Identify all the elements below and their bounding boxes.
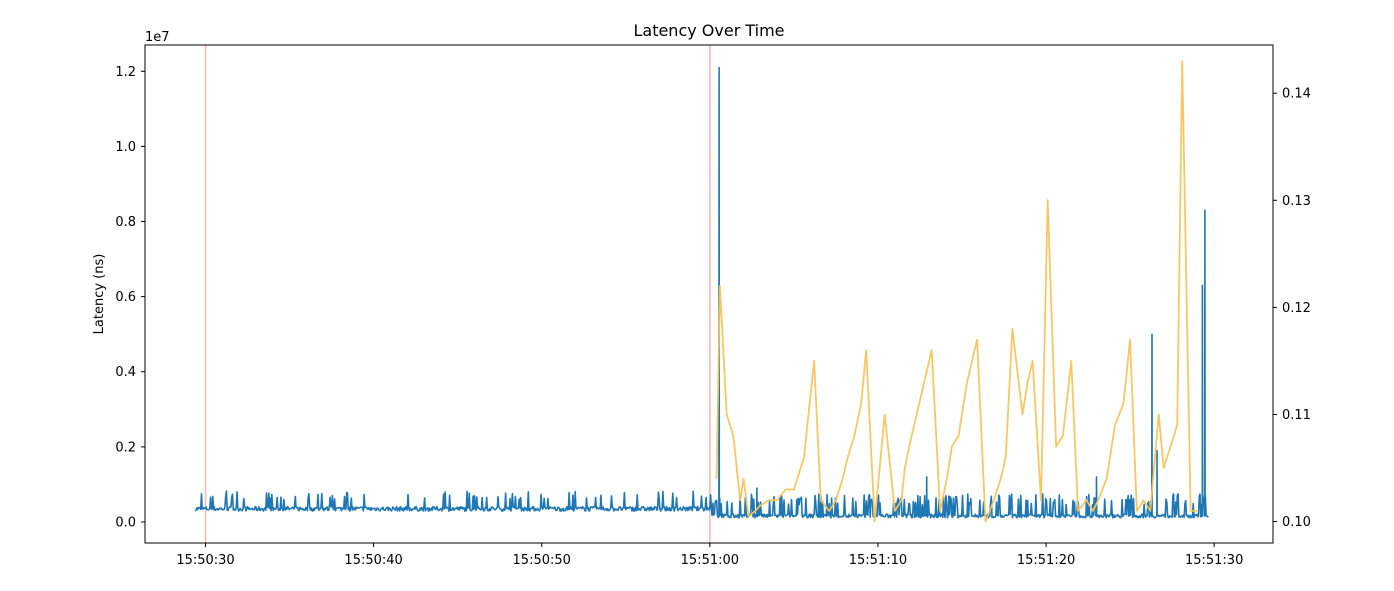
vertical-marker-lines bbox=[204, 45, 711, 543]
secondary-series bbox=[715, 60, 1198, 523]
x-tick-label: 15:51:10 bbox=[849, 553, 907, 568]
y-axis-left: 0.0 0.2 0.4 0.6 0.8 1.0 1.2 bbox=[115, 65, 145, 530]
latency-line bbox=[194, 66, 1209, 519]
x-tick-label: 15:51:00 bbox=[681, 553, 739, 568]
x-tick-label: 15:50:50 bbox=[513, 553, 571, 568]
y2-tick-label: 0.13 bbox=[1282, 194, 1311, 209]
x-tick-label: 15:50:30 bbox=[176, 553, 234, 568]
latency-series bbox=[194, 66, 1209, 519]
y-tick-label: 0.2 bbox=[115, 440, 136, 455]
secondary-line bbox=[715, 60, 1198, 523]
x-axis: 15:50:30 15:50:40 15:50:50 15:51:00 15:51:10… bbox=[176, 543, 1243, 568]
x-tick-label: 15:51:20 bbox=[1017, 553, 1075, 568]
y-axis-right: 0.10 0.11 0.12 0.13 0.14 bbox=[1273, 87, 1311, 530]
x-tick-label: 15:50:40 bbox=[344, 553, 402, 568]
plot-frame bbox=[144, 44, 1274, 544]
y-tick-label: 0.4 bbox=[115, 365, 136, 380]
y2-tick-label: 0.14 bbox=[1282, 87, 1311, 102]
y2-tick-label: 0.12 bbox=[1282, 301, 1311, 316]
y-axis-label: Latency (ns) bbox=[92, 254, 107, 335]
y2-tick-label: 0.10 bbox=[1282, 515, 1311, 530]
y-tick-label: 1.2 bbox=[115, 65, 136, 80]
y-tick-label: 0.0 bbox=[115, 515, 136, 530]
y-tick-label: 0.8 bbox=[115, 215, 136, 230]
y2-tick-label: 0.11 bbox=[1282, 408, 1311, 423]
chart-title: Latency Over Time bbox=[633, 21, 784, 40]
y-axis-offset-label: 1e7 bbox=[145, 30, 170, 45]
y-tick-label: 1.0 bbox=[115, 140, 136, 155]
x-tick-label: 15:51:30 bbox=[1185, 553, 1243, 568]
y-tick-label: 0.6 bbox=[115, 290, 136, 305]
